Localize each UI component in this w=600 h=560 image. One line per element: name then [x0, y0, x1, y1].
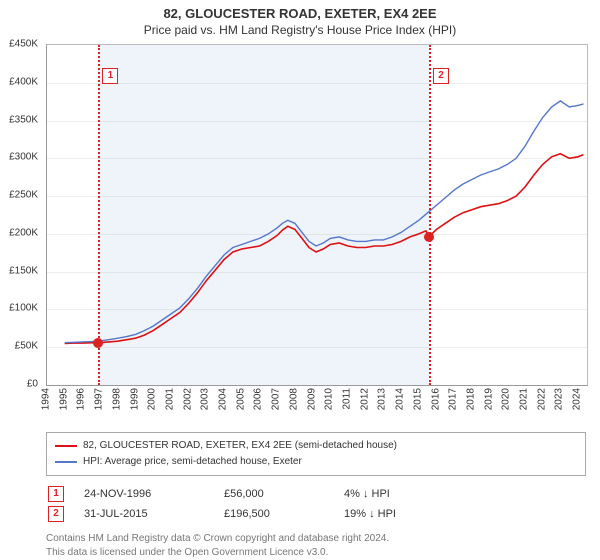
sale-dot [424, 232, 434, 242]
sale-row: 2 31-JUL-2015 £196,500 19% ↓ HPI [48, 504, 584, 524]
credit-line-1: Contains HM Land Registry data © Crown c… [46, 532, 586, 546]
chart-subtitle: Price paid vs. HM Land Registry's House … [0, 21, 600, 41]
x-tick-label: 2005 [235, 388, 246, 410]
x-tick-label: 1995 [58, 388, 69, 410]
x-tick-label: 2011 [341, 388, 352, 410]
legend-row: 82, GLOUCESTER ROAD, EXETER, EX4 2EE (se… [55, 438, 577, 454]
x-tick-label: 2010 [324, 388, 335, 410]
sale-index-box: 1 [48, 486, 64, 502]
x-tick-label: 2016 [430, 388, 441, 410]
y-tick-label: £400K [0, 76, 38, 87]
x-tick-label: 2019 [483, 388, 494, 410]
x-tick-label: 2007 [271, 388, 282, 410]
y-tick-label: £100K [0, 303, 38, 314]
sale-index-box: 2 [48, 506, 64, 522]
legend-swatch [55, 445, 77, 447]
legend-swatch [55, 461, 77, 463]
y-tick-label: £350K [0, 114, 38, 125]
x-tick-label: 1998 [111, 388, 122, 410]
y-tick-label: £200K [0, 227, 38, 238]
x-tick-label: 2017 [448, 388, 459, 410]
x-tick-label: 1994 [41, 388, 52, 410]
y-tick-label: £300K [0, 152, 38, 163]
y-tick-label: £50K [0, 341, 38, 352]
sale-dot [93, 338, 103, 348]
sale-date: 31-JUL-2015 [84, 508, 204, 520]
x-tick-label: 2001 [164, 388, 175, 410]
sale-price: £196,500 [224, 508, 324, 520]
series-property [65, 154, 584, 344]
x-tick-label: 2024 [572, 388, 583, 410]
x-tick-label: 2018 [465, 388, 476, 410]
x-tick-label: 2020 [501, 388, 512, 410]
x-tick-label: 2023 [554, 388, 565, 410]
credit-line-2: This data is licensed under the Open Gov… [46, 546, 586, 560]
y-tick-label: £0 [0, 379, 38, 390]
x-tick-label: 1996 [76, 388, 87, 410]
plot-wrapper: 12 £0£50K£100K£150K£200K£250K£300K£350K£… [46, 44, 586, 406]
legend-label: HPI: Average price, semi-detached house,… [83, 454, 302, 470]
x-tick-label: 2014 [395, 388, 406, 410]
x-tick-label: 2004 [218, 388, 229, 410]
line-series-svg [47, 45, 587, 385]
sale-hpi-delta: 4% ↓ HPI [344, 488, 464, 500]
sale-vline [429, 45, 431, 385]
sale-hpi-delta: 19% ↓ HPI [344, 508, 464, 520]
x-tick-label: 2008 [288, 388, 299, 410]
y-tick-label: £150K [0, 265, 38, 276]
x-tick-label: 2013 [377, 388, 388, 410]
x-tick-label: 2022 [536, 388, 547, 410]
sale-vline [98, 45, 100, 385]
x-tick-label: 2003 [200, 388, 211, 410]
y-tick-label: £450K [0, 39, 38, 50]
sale-row: 1 24-NOV-1996 £56,000 4% ↓ HPI [48, 484, 584, 504]
x-tick-label: 2002 [182, 388, 193, 410]
x-tick-label: 1997 [94, 388, 105, 410]
x-tick-label: 2015 [412, 388, 423, 410]
legend-label: 82, GLOUCESTER ROAD, EXETER, EX4 2EE (se… [83, 438, 397, 454]
x-tick-label: 2012 [359, 388, 370, 410]
sales-list: 1 24-NOV-1996 £56,000 4% ↓ HPI 2 31-JUL-2015 £… [46, 476, 586, 528]
chart-title: 82, GLOUCESTER ROAD, EXETER, EX4 2EE [0, 0, 600, 21]
legend-block: 82, GLOUCESTER ROAD, EXETER, EX4 2EE (se… [46, 432, 586, 559]
legend-series: 82, GLOUCESTER ROAD, EXETER, EX4 2EE (se… [46, 432, 586, 476]
x-tick-label: 2009 [306, 388, 317, 410]
legend-row: HPI: Average price, semi-detached house,… [55, 454, 577, 470]
y-tick-label: £250K [0, 190, 38, 201]
sale-marker-box: 2 [433, 68, 449, 84]
x-tick-label: 2000 [147, 388, 158, 410]
sale-price: £56,000 [224, 488, 324, 500]
sale-date: 24-NOV-1996 [84, 488, 204, 500]
series-hpi [65, 101, 584, 343]
x-tick-label: 2021 [519, 388, 530, 410]
x-tick-label: 2006 [253, 388, 264, 410]
credit-text: Contains HM Land Registry data © Crown c… [46, 528, 586, 559]
sale-marker-box: 1 [102, 68, 118, 84]
plot-area: 12 [46, 44, 588, 386]
x-tick-label: 1999 [129, 388, 140, 410]
